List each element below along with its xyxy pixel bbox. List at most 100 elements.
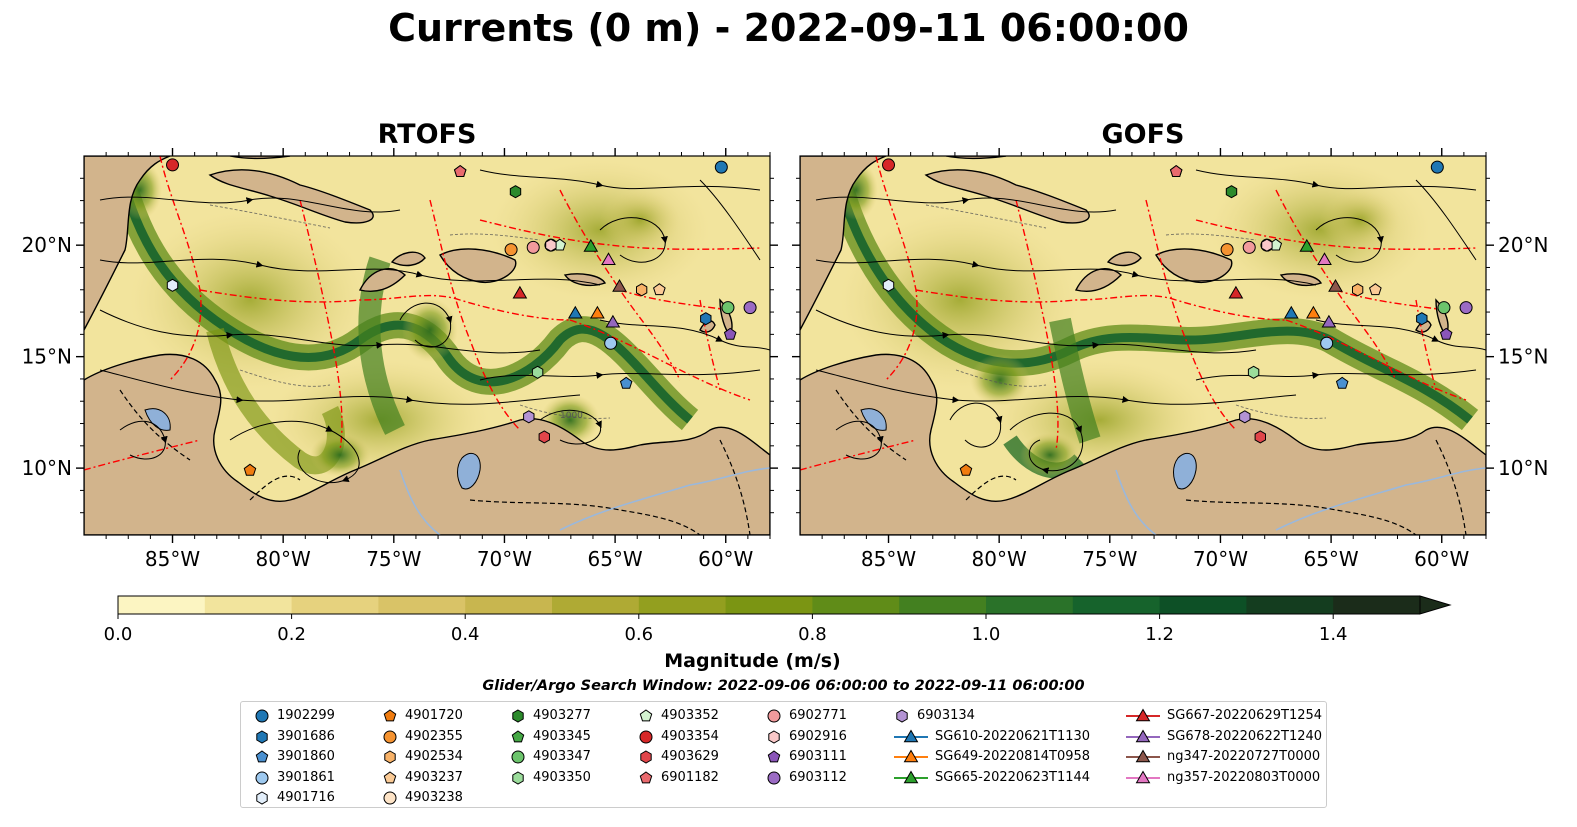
argo-legend-icon (512, 709, 524, 723)
legend-marker-icon (640, 750, 652, 764)
colorbar-extend-arrow (1419, 595, 1452, 615)
legend-label: 4903347 (533, 749, 591, 764)
marker-6903112 (1459, 301, 1473, 315)
search-window-text: Glider/Argo Search Window: 2022-09-06 06… (482, 678, 1085, 694)
marker-SG649-20220814T0958 (590, 305, 605, 319)
streamlines (815, 169, 1486, 475)
legend-item: 4903238 (381, 788, 463, 808)
legend-marker-icon (512, 770, 524, 785)
lakes (860, 408, 1197, 490)
map-frame (83, 155, 771, 536)
argo-legend-icon (767, 771, 781, 784)
marker-3901860 (619, 376, 633, 389)
argo-legend-icon (767, 709, 781, 723)
legend-item: SG610-20220621T1130 (893, 727, 1090, 747)
marker-4903237 (1369, 283, 1382, 296)
legend-item: SG667-20220629T1254 (1125, 706, 1322, 726)
panel-title-gofs: GOFS (1101, 119, 1185, 150)
marker-4903629 (1254, 430, 1266, 444)
colorbar-bin (552, 596, 640, 614)
marker-4901720 (959, 463, 973, 476)
marker-3901686 (1416, 312, 1428, 326)
legend-label: 4903354 (661, 728, 719, 744)
legend-marker-icon (639, 730, 653, 743)
legend-label: SG649-20220814T0958 (935, 749, 1091, 764)
lakes (144, 408, 481, 490)
argo-legend-icon (383, 791, 397, 805)
legend-item: 4903354 (637, 727, 719, 747)
legend-marker-icon (1135, 770, 1151, 783)
colorbar-bin (118, 596, 206, 614)
marker-6903111 (723, 327, 737, 340)
legend-label: SG665-20220623T1144 (935, 769, 1091, 785)
colorbar-bin (812, 596, 900, 614)
marker-SG610-20220621T1130 (567, 305, 583, 319)
figure-title: Currents (0 m) - 2022-09-11 06:00:00 (388, 6, 1189, 50)
legend-label: ng347-20220727T0000 (1167, 749, 1321, 764)
colorbar-tick-label: 0.0 (104, 624, 133, 645)
glider-legend-icon (894, 729, 928, 742)
colorbar-bin (204, 596, 293, 614)
colorbar-label: Magnitude (m/s) (664, 650, 841, 672)
legend-marker-icon (383, 770, 397, 783)
lon-tick-label: 70°W (477, 547, 532, 571)
legend-marker-icon (255, 771, 269, 784)
argo-legend-icon (639, 709, 653, 722)
marker-6901182 (453, 164, 467, 177)
marker-4901716 (166, 278, 179, 292)
legend-item: 4903352 (637, 706, 719, 726)
argo-legend-icon (255, 750, 269, 763)
legend-marker-icon (767, 771, 781, 784)
marker-4901720 (243, 463, 257, 476)
legend-label: 3901686 (277, 728, 335, 744)
legend-item: SG649-20220814T0958 (893, 747, 1090, 767)
colorbar-tick-label: 0.2 (277, 624, 306, 645)
legend-label: 4903352 (661, 708, 719, 723)
legend-item: SG678-20220622T1240 (1125, 727, 1322, 747)
lat-tick-label: 20°N (22, 233, 72, 257)
legend-item: 6902771 (765, 706, 847, 726)
lon-tick-label: 80°W (256, 547, 311, 571)
marker-ng357-20220803T0000 (1317, 252, 1332, 265)
lon-tick-label: 85°W (145, 547, 200, 571)
marker-ng347-20220727T0000 (1328, 278, 1343, 292)
colorbar-bin (1333, 596, 1421, 614)
legend-item: ng357-20220803T0000 (1125, 768, 1320, 788)
marker-4903350 (1247, 365, 1260, 379)
legend-marker-icon (384, 750, 396, 764)
national-borders (835, 389, 1467, 535)
legend-item: 3901860 (253, 747, 335, 767)
legend-item: 6901182 (637, 768, 719, 788)
marker-4902534 (1352, 283, 1364, 297)
legend-marker-icon (1135, 708, 1151, 722)
marker-4903347 (721, 301, 735, 315)
legend-item: 4903237 (381, 768, 463, 788)
map-frame (799, 155, 1487, 536)
colorbar-tick-label: 0.6 (624, 624, 653, 645)
glider-legend-icon (1126, 770, 1160, 783)
legend-marker-icon (255, 750, 269, 763)
legend-label: ng357-20220803T0000 (1167, 769, 1321, 785)
legend-item: SG665-20220623T1144 (893, 768, 1090, 788)
legend-marker-icon (767, 750, 781, 763)
marker-SG667-20220629T1254 (1228, 285, 1244, 299)
legend-marker-icon (903, 749, 919, 763)
marker-SG665-20220623T1144 (583, 238, 599, 252)
marker-SG610-20220621T1130 (1283, 305, 1299, 319)
lon-tick-label: 75°W (1082, 547, 1137, 571)
argo-legend-icon (256, 791, 268, 805)
glider-legend-icon (894, 749, 928, 763)
contour-label: 1000 (560, 411, 583, 421)
colorbar-tick-label: 1.4 (1319, 624, 1348, 645)
legend-marker-icon (1135, 749, 1151, 763)
colorbar-bin (378, 596, 466, 614)
legend-label: 6903111 (789, 749, 847, 764)
colorbar-bin (1072, 596, 1161, 614)
legend-label: 6901182 (661, 769, 719, 785)
argo-legend-icon (384, 750, 396, 764)
lat-tick-label: 15°N (22, 345, 72, 369)
argo-legend-icon (767, 750, 781, 763)
colorbar-tick-label: 1.0 (972, 624, 1001, 645)
legend-marker-icon (383, 730, 397, 743)
axis-ticks: 85°W 80°W 75°W 70°W 65°W 60°W 20°N 15°N 10°N (22, 148, 778, 571)
